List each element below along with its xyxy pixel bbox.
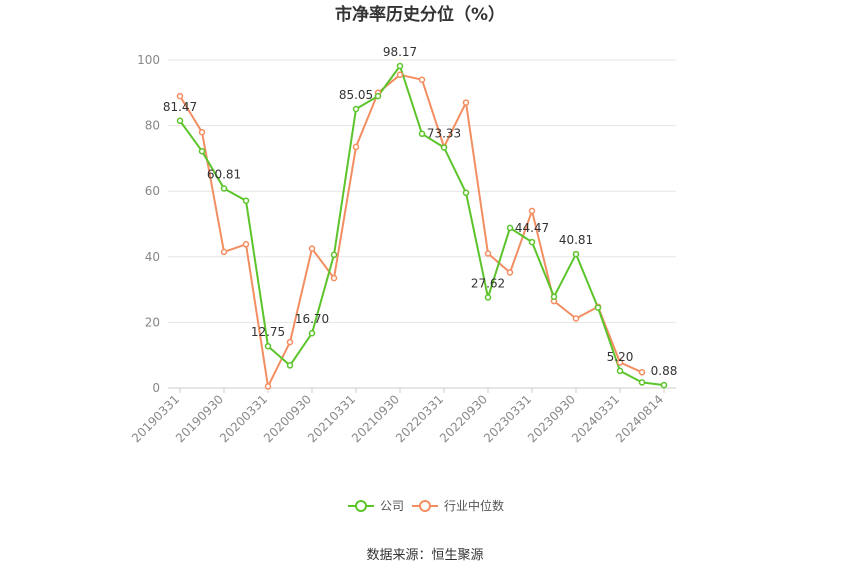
- legend-item-industry-median[interactable]: 行业中位数: [412, 498, 504, 513]
- data-labels: 81.47 60.81 12.75 16.70 85.05 98.17 73.33 27.62…: [163, 45, 678, 378]
- source-note: 数据来源：恒生聚源: [366, 548, 483, 563]
- industry-median-data-point[interactable]: [308, 245, 316, 252]
- company-data-point[interactable]: [616, 367, 624, 375]
- company-data-point[interactable]: [484, 294, 492, 301]
- industry-median-data-point[interactable]: [418, 76, 426, 83]
- company-data-point[interactable]: [176, 117, 184, 125]
- data-label: 16.70: [295, 312, 329, 326]
- company-data-point[interactable]: [286, 362, 294, 369]
- company-data-point[interactable]: [352, 105, 360, 113]
- data-label: 12.75: [251, 325, 285, 339]
- industry-median-data-point[interactable]: [638, 369, 646, 376]
- company-data-point[interactable]: [220, 185, 228, 192]
- legend-item-company[interactable]: 公司: [348, 499, 404, 513]
- industry-median-data-point[interactable]: [528, 207, 536, 215]
- industry-median-data-point[interactable]: [176, 92, 184, 100]
- company-data-point[interactable]: [242, 197, 250, 204]
- data-label: 40.81: [559, 233, 593, 247]
- industry-median-data-point[interactable]: [396, 71, 404, 79]
- industry-median-data-point[interactable]: [616, 359, 624, 366]
- y-tick-label: 100: [137, 53, 160, 67]
- data-label: 85.05: [339, 88, 373, 102]
- legend-company-label: 公司: [380, 499, 404, 513]
- industry-median-data-point[interactable]: [506, 269, 514, 276]
- data-label: 98.17: [383, 45, 417, 59]
- company-data-point[interactable]: [374, 92, 382, 100]
- company-data-point[interactable]: [264, 342, 272, 350]
- industry-median-data-point[interactable]: [330, 274, 338, 282]
- y-tick-label: 60: [145, 184, 160, 198]
- company-data-point[interactable]: [440, 144, 448, 151]
- data-label: 5.20: [607, 350, 634, 364]
- company-data-point[interactable]: [638, 379, 646, 386]
- y-tick-label: 20: [145, 315, 160, 329]
- series-line-industry-median: [179, 73, 643, 388]
- data-label: 27.62: [471, 276, 505, 290]
- chart-title: 市净率历史分位（%）: [335, 4, 505, 25]
- y-tick-label: 80: [145, 119, 160, 133]
- company-data-point[interactable]: [330, 251, 338, 259]
- industry-median-data-point[interactable]: [198, 128, 206, 136]
- x-axis: 2019033120190930202003312020093020210331…: [129, 388, 666, 445]
- data-label: 73.33: [427, 127, 461, 141]
- industry-median-data-point[interactable]: [572, 315, 580, 322]
- company-data-point[interactable]: [462, 189, 470, 197]
- legend-industry-label: 行业中位数: [444, 498, 504, 513]
- company-data-point[interactable]: [528, 238, 536, 246]
- y-tick-label: 0: [152, 381, 160, 395]
- series-points: [176, 62, 668, 390]
- company-data-point[interactable]: [550, 293, 558, 301]
- data-label: 44.47: [515, 221, 549, 235]
- industry-median-data-point[interactable]: [484, 250, 492, 257]
- data-label: 81.47: [163, 100, 197, 114]
- company-data-point[interactable]: [198, 147, 206, 155]
- grid-lines: [168, 59, 676, 389]
- legend[interactable]: 公司 行业中位数: [348, 498, 504, 513]
- company-data-point[interactable]: [308, 329, 316, 337]
- data-label: 0.88: [651, 364, 678, 378]
- company-data-point[interactable]: [396, 62, 404, 70]
- company-data-point[interactable]: [572, 250, 580, 258]
- data-label: 60.81: [207, 168, 241, 182]
- x-tick-label: 20240814: [613, 392, 666, 445]
- company-data-point[interactable]: [594, 304, 602, 311]
- y-tick-label: 40: [145, 250, 160, 264]
- industry-median-data-point[interactable]: [242, 241, 250, 248]
- industry-median-data-point[interactable]: [264, 383, 272, 390]
- industry-median-data-point[interactable]: [352, 143, 360, 151]
- company-data-point[interactable]: [418, 130, 426, 138]
- legend-industry-marker-icon: [419, 500, 431, 512]
- y-axis-ticks: 0 20 40 60 80 100: [137, 53, 160, 395]
- industry-median-data-point[interactable]: [220, 248, 228, 256]
- industry-median-data-point[interactable]: [462, 99, 470, 106]
- company-data-point[interactable]: [660, 381, 668, 389]
- legend-company-marker-icon: [355, 500, 367, 512]
- industry-median-data-point[interactable]: [286, 338, 294, 346]
- company-data-point[interactable]: [506, 224, 514, 232]
